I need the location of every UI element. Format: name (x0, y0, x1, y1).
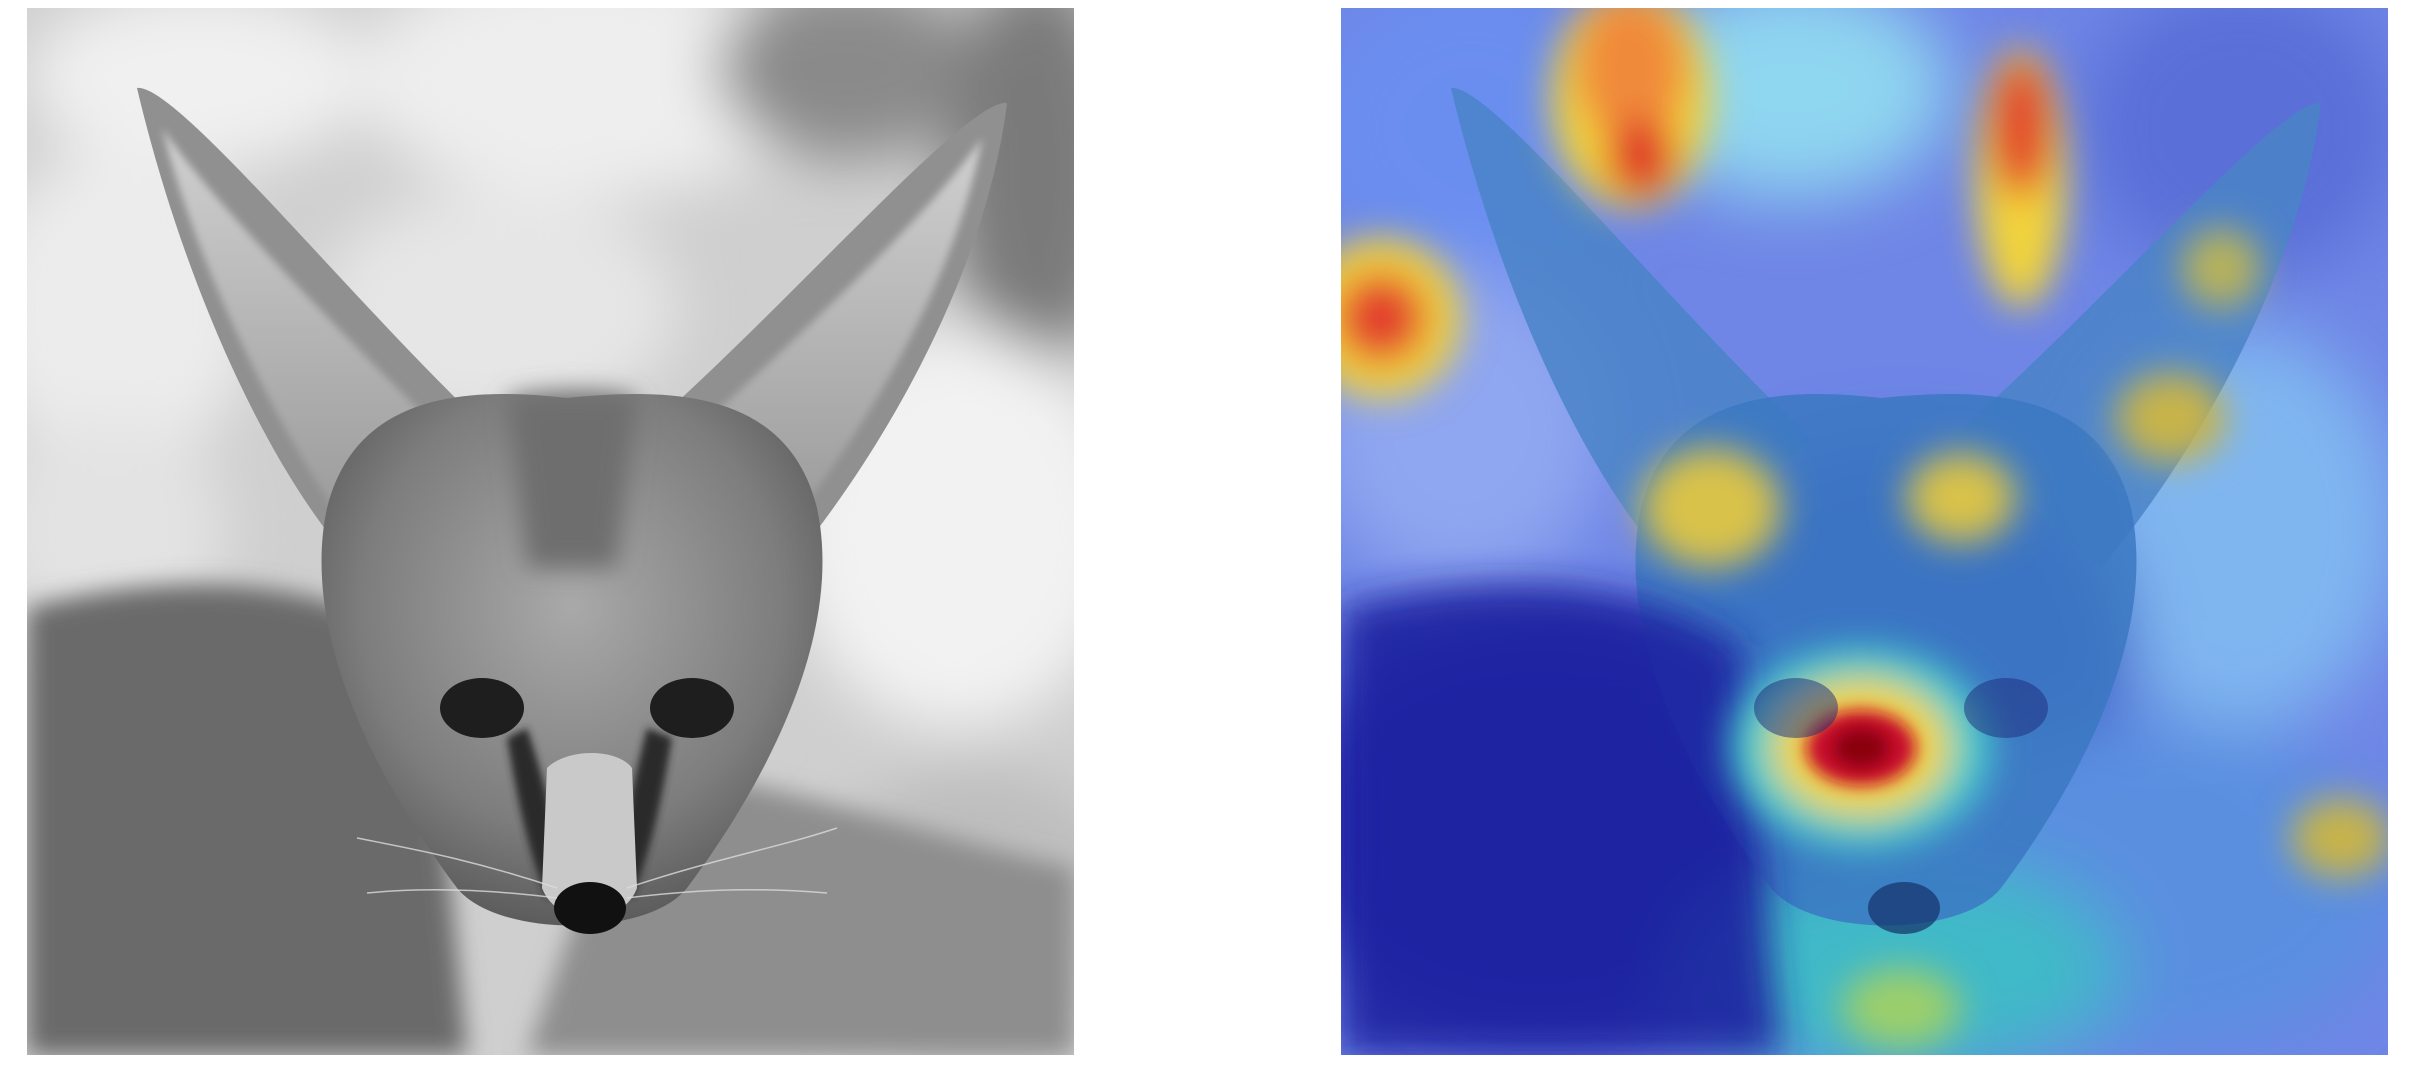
whiskers (356, 827, 838, 899)
grayscale-fox-photo (27, 8, 1074, 1055)
fox-head (321, 394, 823, 926)
right-eye-overlay (1964, 678, 2048, 738)
heat-hotspots (1341, 8, 2388, 1048)
left-eye (440, 678, 524, 738)
right-eye (650, 678, 734, 738)
heatmap-overlay-panel (1341, 8, 2388, 1055)
heatmap-fox-photo (1341, 8, 2388, 1055)
nose-overlay (1868, 882, 1940, 934)
nose (554, 882, 626, 934)
original-image-panel (27, 8, 1074, 1055)
left-eye-overlay (1754, 678, 1838, 738)
